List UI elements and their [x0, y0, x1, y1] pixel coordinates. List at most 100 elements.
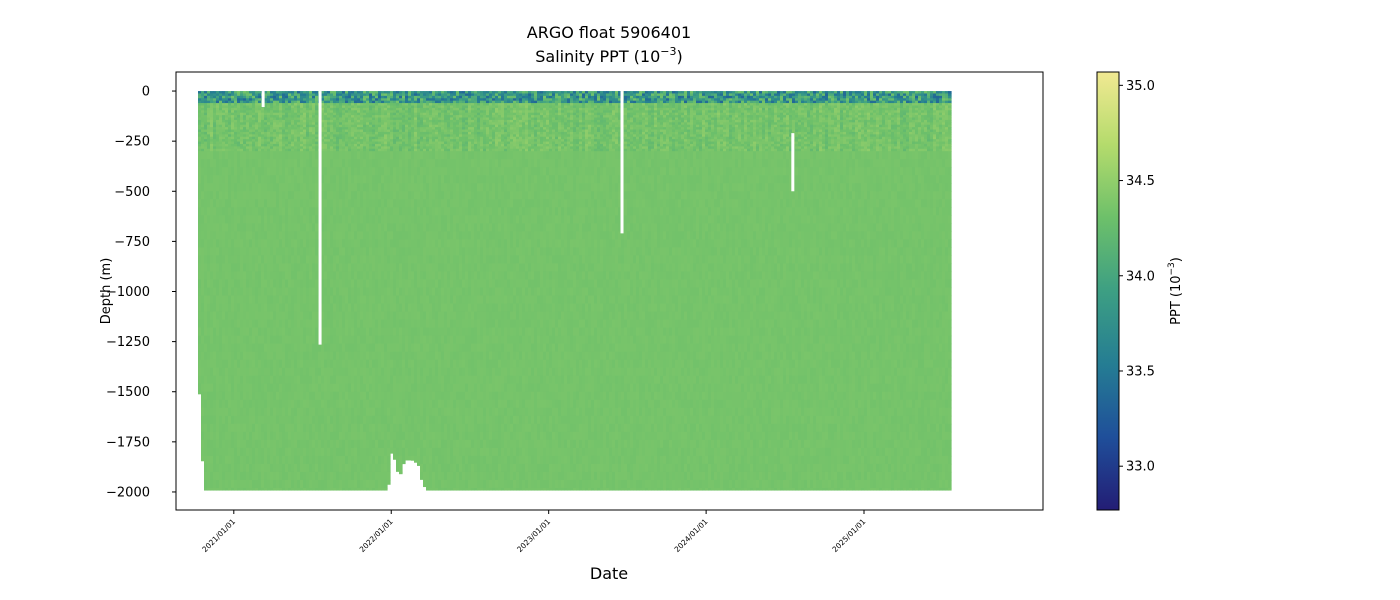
- heatmap-cell: [270, 287, 274, 297]
- heatmap-cell: [210, 383, 214, 393]
- heatmap-cell: [264, 343, 268, 353]
- heatmap-cell: [267, 103, 271, 107]
- heatmap-cell: [249, 105, 253, 109]
- heatmap-cell: [384, 487, 388, 491]
- heatmap-cell: [261, 223, 265, 232]
- heatmap-cell: [213, 141, 217, 145]
- heatmap-cell: [225, 91, 229, 95]
- heatmap-cell: [285, 311, 289, 321]
- heatmap-cell: [282, 107, 286, 111]
- heatmap-cell: [204, 122, 208, 126]
- heatmap-cell: [207, 415, 211, 425]
- heatmap-cell: [216, 255, 220, 265]
- heatmap-cell: [201, 95, 205, 99]
- heatmap-cell: [228, 383, 232, 393]
- heatmap-cell: [240, 463, 244, 473]
- heatmap-cell: [264, 148, 268, 152]
- heatmap-cell: [258, 391, 262, 401]
- heatmap-cell: [285, 175, 289, 184]
- heatmap-cell: [243, 129, 247, 133]
- heatmap-cell: [270, 100, 274, 104]
- heatmap-cell: [216, 215, 220, 224]
- heatmap-cell: [216, 103, 220, 107]
- heatmap-cell: [252, 175, 256, 184]
- heatmap-cell: [270, 359, 274, 369]
- heatmap-cell: [276, 287, 280, 297]
- heatmap-cell: [264, 115, 268, 119]
- heatmap-cell: [273, 215, 277, 224]
- heatmap-cell: [204, 134, 208, 138]
- heatmap-cell: [234, 407, 238, 417]
- heatmap-cell: [252, 134, 256, 138]
- heatmap-cell: [252, 303, 256, 313]
- heatmap-cell: [198, 151, 202, 160]
- heatmap-cell: [270, 122, 274, 126]
- heatmap-cell: [246, 175, 250, 184]
- heatmap-cell: [300, 375, 304, 385]
- heatmap-cell: [213, 93, 217, 97]
- heatmap-cell: [219, 117, 223, 121]
- heatmap-cell: [267, 175, 271, 184]
- heatmap-cell: [201, 375, 205, 385]
- heatmap-cell: [204, 255, 208, 265]
- heatmap-cell: [228, 122, 232, 126]
- heatmap-cell: [231, 487, 235, 491]
- heatmap-cell: [273, 351, 277, 361]
- heatmap-cell: [303, 367, 307, 377]
- heatmap-cell: [279, 122, 283, 126]
- heatmap-cell: [270, 407, 274, 417]
- heatmap-cell: [297, 143, 301, 147]
- heatmap-cell: [198, 295, 202, 305]
- heatmap-cell: [297, 223, 301, 232]
- heatmap-cell: [201, 122, 205, 126]
- heatmap-cell: [288, 263, 292, 273]
- heatmap-cell: [255, 247, 259, 257]
- heatmap-cell: [216, 95, 220, 99]
- heatmap-cell: [216, 319, 220, 329]
- heatmap-cell: [231, 231, 235, 240]
- heatmap-cell: [198, 311, 202, 321]
- heatmap-cell: [198, 279, 202, 289]
- heatmap-cell: [246, 136, 250, 140]
- heatmap-cell: [297, 105, 301, 109]
- heatmap-cell: [219, 91, 223, 95]
- heatmap-cell: [255, 127, 259, 131]
- heatmap-cell: [273, 143, 277, 147]
- heatmap-cell: [207, 131, 211, 135]
- heatmap-cell: [216, 127, 220, 131]
- heatmap-cell: [288, 199, 292, 208]
- heatmap-cell: [255, 287, 259, 297]
- heatmap-cell: [222, 247, 226, 257]
- heatmap-cell: [207, 129, 211, 133]
- heatmap-cell: [249, 367, 253, 377]
- heatmap-cell: [267, 295, 271, 305]
- heatmap-cell: [285, 199, 289, 208]
- heatmap-cell: [243, 271, 247, 281]
- heatmap-cell: [258, 95, 262, 99]
- heatmap-cell: [228, 407, 232, 417]
- heatmap-cell: [240, 134, 244, 138]
- heatmap-cell: [222, 103, 226, 107]
- heatmap-cell: [261, 487, 265, 491]
- heatmap-cell: [288, 255, 292, 265]
- heatmap-cell: [219, 134, 223, 138]
- heatmap-cell: [228, 367, 232, 377]
- heatmap-cell: [225, 199, 229, 208]
- heatmap-cell: [300, 439, 304, 449]
- heatmap-cell: [297, 271, 301, 281]
- heatmap-cell: [303, 311, 307, 321]
- heatmap-cell: [303, 335, 307, 345]
- heatmap-cell: [258, 136, 262, 140]
- heatmap-cell: [216, 167, 220, 176]
- heatmap-cell: [252, 146, 256, 150]
- heatmap-cell: [258, 183, 262, 192]
- heatmap-cell: [291, 359, 295, 369]
- heatmap-cell: [204, 399, 208, 409]
- heatmap-cell: [282, 115, 286, 119]
- heatmap-cell: [234, 279, 238, 289]
- heatmap-cell: [222, 431, 226, 441]
- heatmap-cell: [213, 110, 217, 114]
- heatmap-cell: [237, 136, 241, 140]
- heatmap-cell: [249, 107, 253, 111]
- heatmap-cell: [264, 136, 268, 140]
